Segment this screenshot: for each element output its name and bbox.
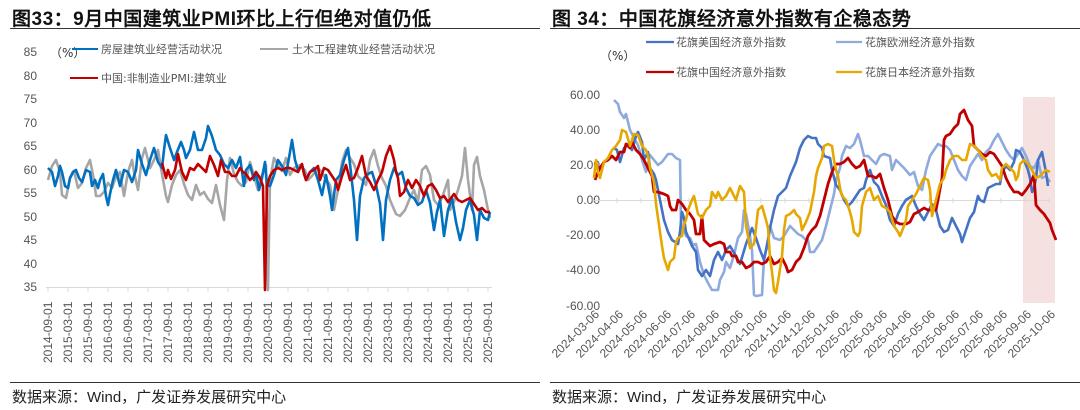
svg-text:35: 35 bbox=[24, 280, 38, 294]
svg-text:60.00: 60.00 bbox=[570, 88, 600, 102]
legend-item-europe: 花旗欧洲经济意外指数 bbox=[836, 35, 975, 49]
svg-text:2020-03-01: 2020-03-01 bbox=[261, 301, 275, 363]
svg-text:-40.00: -40.00 bbox=[566, 263, 600, 277]
svg-text:2020-09-01: 2020-09-01 bbox=[281, 301, 295, 363]
right-chart-panel: 图 34：中国花旗经济意外指数有企稳态势 60.00 40.00 20.00 0… bbox=[540, 0, 1080, 410]
svg-text:2017-03-01: 2017-03-01 bbox=[141, 301, 155, 363]
svg-text:2025-09-01: 2025-09-01 bbox=[481, 301, 495, 363]
right-x-tick-labels: 2024-03-06 2024-04-06 2024-05-06 2024-06… bbox=[549, 307, 1059, 361]
svg-text:-20.00: -20.00 bbox=[566, 228, 600, 242]
right-y-axis: 60.00 40.00 20.00 0.00 -20.00 -40.00 -60… bbox=[566, 88, 600, 313]
left-series-pmi bbox=[160, 144, 490, 292]
svg-text:2015-03-01: 2015-03-01 bbox=[61, 301, 75, 363]
svg-text:2024-03-01: 2024-03-01 bbox=[421, 301, 435, 363]
svg-text:40: 40 bbox=[24, 257, 38, 271]
svg-text:2024-09-01: 2024-09-01 bbox=[441, 301, 455, 363]
svg-text:2022-09-01: 2022-09-01 bbox=[361, 301, 375, 363]
svg-text:40.00: 40.00 bbox=[570, 123, 600, 137]
right-chart-plot: 60.00 40.00 20.00 0.00 -20.00 -40.00 -60… bbox=[549, 35, 1059, 361]
left-title-divider bbox=[10, 28, 540, 29]
svg-text:2017-09-01: 2017-09-01 bbox=[161, 301, 175, 363]
legend-item-us: 花旗美国经济意外指数 bbox=[646, 35, 786, 49]
right-chart-title: 图 34：中国花旗经济意外指数有企稳态势 bbox=[552, 9, 912, 30]
right-title-divider bbox=[550, 28, 1080, 29]
legend-item-pmi: 中国:非制造业PMI:建筑业 bbox=[70, 71, 227, 85]
svg-text:2019-09-01: 2019-09-01 bbox=[241, 301, 255, 363]
legend-item-civil: 土木工程建筑业经营活动状况 bbox=[260, 42, 435, 56]
left-x-tick-labels: 2014-09-01 2015-03-01 2015-09-01 2016-03… bbox=[41, 301, 495, 363]
svg-text:2018-09-01: 2018-09-01 bbox=[201, 301, 215, 363]
legend-item-japan: 花旗日本经济意外指数 bbox=[836, 65, 975, 79]
right-series-europe bbox=[613, 99, 1052, 298]
left-chart-panel: 图33：9月中国建筑业PMI环比上行但绝对值仍低 85 80 75 70 65 … bbox=[10, 9, 540, 406]
left-source-note: 数据来源：Wind，广发证券发展研究中心 bbox=[12, 389, 287, 406]
right-unit-label: （%） bbox=[600, 49, 635, 63]
svg-text:60: 60 bbox=[24, 163, 38, 177]
svg-text:75: 75 bbox=[24, 92, 38, 106]
right-legend: 花旗美国经济意外指数 花旗欧洲经济意外指数 花旗中国经济意外指数 花旗日本经济意… bbox=[646, 35, 975, 79]
left-legend: 房屋建筑业经营活动状况 土木工程建筑业经营活动状况 中国:非制造业PMI:建筑业 bbox=[70, 42, 435, 85]
legend-item-housing: 房屋建筑业经营活动状况 bbox=[72, 42, 222, 56]
svg-text:花旗中国经济意外指数: 花旗中国经济意外指数 bbox=[676, 65, 786, 79]
right-series-japan bbox=[592, 128, 1051, 295]
svg-text:2016-03-01: 2016-03-01 bbox=[101, 301, 115, 363]
svg-text:0.00: 0.00 bbox=[577, 193, 601, 207]
left-y-axis: 85 80 75 70 65 60 55 50 45 40 35 bbox=[24, 45, 38, 294]
svg-text:2025-03-01: 2025-03-01 bbox=[461, 301, 475, 363]
svg-text:80: 80 bbox=[24, 69, 38, 83]
right-source-divider bbox=[550, 382, 1080, 383]
left-chart-plot: 85 80 75 70 65 60 55 50 45 40 35 （%） 201… bbox=[24, 42, 495, 363]
svg-text:20.00: 20.00 bbox=[570, 158, 600, 172]
svg-text:中国:非制造业PMI:建筑业: 中国:非制造业PMI:建筑业 bbox=[101, 71, 227, 85]
svg-text:2023-03-01: 2023-03-01 bbox=[381, 301, 395, 363]
svg-text:-60.00: -60.00 bbox=[566, 299, 600, 313]
left-source-divider bbox=[10, 382, 540, 383]
left-series-housing bbox=[47, 124, 492, 242]
svg-text:70: 70 bbox=[24, 116, 38, 130]
svg-text:2018-03-01: 2018-03-01 bbox=[181, 301, 195, 363]
left-chart-title: 图33：9月中国建筑业PMI环比上行但绝对值仍低 bbox=[12, 9, 432, 30]
svg-text:2016-09-01: 2016-09-01 bbox=[121, 301, 135, 363]
svg-text:2021-03-01: 2021-03-01 bbox=[301, 301, 315, 363]
svg-text:2022-03-01: 2022-03-01 bbox=[341, 301, 355, 363]
svg-text:85: 85 bbox=[24, 45, 38, 59]
right-series-us bbox=[613, 130, 1050, 278]
svg-text:65: 65 bbox=[24, 139, 38, 153]
right-source-note: 数据来源：Wind，广发证券发展研究中心 bbox=[552, 389, 827, 406]
svg-text:50: 50 bbox=[24, 210, 38, 224]
svg-text:2021-09-01: 2021-09-01 bbox=[321, 301, 335, 363]
svg-text:房屋建筑业经营活动状况: 房屋建筑业经营活动状况 bbox=[101, 42, 222, 56]
svg-text:2019-03-01: 2019-03-01 bbox=[221, 301, 235, 363]
svg-text:45: 45 bbox=[24, 233, 38, 247]
svg-text:2023-09-01: 2023-09-01 bbox=[401, 301, 415, 363]
svg-text:2015-09-01: 2015-09-01 bbox=[81, 301, 95, 363]
svg-text:花旗日本经济意外指数: 花旗日本经济意外指数 bbox=[865, 65, 975, 79]
legend-item-china: 花旗中国经济意外指数 bbox=[646, 65, 786, 79]
svg-text:55: 55 bbox=[24, 186, 38, 200]
left-series-civil bbox=[46, 146, 492, 292]
svg-text:2014-09-01: 2014-09-01 bbox=[41, 301, 55, 363]
svg-text:花旗欧洲经济意外指数: 花旗欧洲经济意外指数 bbox=[865, 35, 975, 49]
svg-text:花旗美国经济意外指数: 花旗美国经济意外指数 bbox=[676, 35, 786, 49]
svg-text:土木工程建筑业经营活动状况: 土木工程建筑业经营活动状况 bbox=[292, 42, 435, 56]
